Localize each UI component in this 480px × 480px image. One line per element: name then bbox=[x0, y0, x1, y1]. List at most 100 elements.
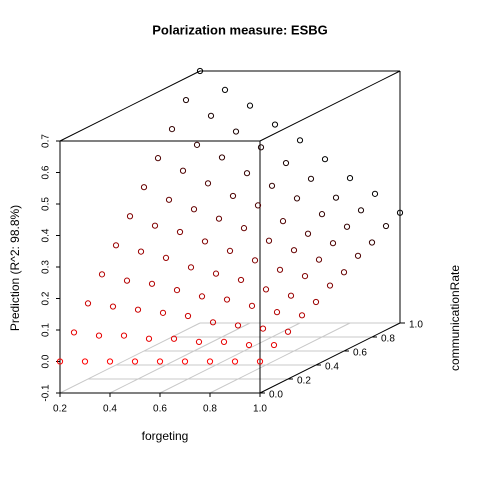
point bbox=[304, 230, 312, 237]
point bbox=[251, 257, 259, 264]
point bbox=[329, 240, 337, 247]
point bbox=[326, 282, 334, 289]
point bbox=[396, 209, 404, 216]
x-tick-label: 0.2 bbox=[53, 404, 67, 415]
point bbox=[226, 247, 234, 254]
point bbox=[182, 96, 190, 104]
point bbox=[148, 280, 156, 287]
point bbox=[212, 270, 220, 277]
point bbox=[271, 121, 279, 128]
point bbox=[218, 154, 226, 161]
point bbox=[279, 218, 287, 225]
point bbox=[179, 167, 187, 174]
point bbox=[151, 222, 159, 229]
y-tick-label: 0.4 bbox=[325, 362, 339, 373]
z-tick-label: 0.4 bbox=[41, 228, 52, 242]
point bbox=[293, 195, 301, 202]
z-tick-label: 0.6 bbox=[41, 165, 52, 179]
grid-line bbox=[109, 322, 251, 394]
point bbox=[270, 341, 278, 349]
grid-line bbox=[209, 322, 351, 394]
point bbox=[273, 309, 281, 316]
point bbox=[165, 196, 173, 203]
point bbox=[298, 312, 306, 319]
point bbox=[131, 358, 139, 365]
point bbox=[354, 252, 362, 259]
grid-line bbox=[59, 322, 201, 394]
point bbox=[346, 175, 354, 182]
point bbox=[112, 242, 120, 249]
point bbox=[371, 190, 379, 197]
point bbox=[232, 128, 240, 135]
point bbox=[268, 182, 276, 189]
point bbox=[312, 298, 320, 306]
point bbox=[340, 269, 348, 276]
point bbox=[229, 192, 237, 200]
box-edge bbox=[259, 70, 401, 142]
point bbox=[98, 271, 106, 278]
z-tick-label: -0.1 bbox=[41, 384, 52, 402]
point bbox=[95, 332, 103, 339]
point bbox=[231, 358, 239, 365]
point bbox=[220, 338, 228, 345]
point bbox=[81, 358, 89, 365]
point bbox=[134, 306, 142, 313]
point bbox=[145, 335, 153, 342]
point bbox=[106, 358, 114, 365]
grid-line bbox=[159, 322, 301, 394]
point bbox=[156, 358, 164, 365]
point bbox=[190, 206, 198, 213]
z-tick-label: 0.7 bbox=[41, 134, 52, 148]
point bbox=[234, 322, 242, 329]
point bbox=[154, 155, 162, 162]
point bbox=[290, 247, 298, 254]
point bbox=[184, 312, 192, 320]
point bbox=[193, 141, 201, 148]
y-tick-label: 0.8 bbox=[381, 334, 395, 345]
point bbox=[245, 341, 253, 349]
point bbox=[206, 358, 214, 365]
point bbox=[187, 264, 195, 271]
point bbox=[237, 276, 245, 284]
point bbox=[198, 293, 206, 300]
box-edge bbox=[59, 70, 201, 142]
x-axis-label: forgeting bbox=[142, 429, 189, 443]
z-tick-label: 0.3 bbox=[41, 260, 52, 274]
point bbox=[109, 303, 117, 310]
point bbox=[257, 144, 265, 151]
point bbox=[181, 358, 189, 365]
point bbox=[307, 175, 315, 182]
point bbox=[123, 277, 131, 284]
point bbox=[248, 302, 256, 309]
point bbox=[176, 228, 184, 236]
point bbox=[256, 358, 264, 365]
point bbox=[170, 335, 178, 342]
point bbox=[321, 156, 329, 163]
z-axis-label: Prediction (R^2: 98.8%) bbox=[8, 205, 22, 331]
y-axis-label: communicationRate bbox=[448, 265, 462, 371]
point bbox=[315, 256, 323, 263]
x-tick-label: 0.4 bbox=[103, 404, 117, 415]
point bbox=[276, 266, 284, 273]
z-tick-label: 0.2 bbox=[41, 291, 52, 305]
z-tick-label: 0.0 bbox=[41, 354, 52, 368]
point bbox=[343, 223, 351, 230]
point bbox=[357, 207, 365, 214]
point bbox=[140, 184, 148, 191]
point bbox=[382, 222, 390, 230]
point bbox=[159, 309, 167, 316]
z-tick-label: 0.1 bbox=[41, 323, 52, 337]
point bbox=[301, 273, 309, 280]
point bbox=[84, 300, 92, 307]
point bbox=[368, 239, 376, 246]
y-tick-label: 0.6 bbox=[353, 348, 367, 359]
point bbox=[284, 328, 292, 335]
x-tick-label: 0.6 bbox=[153, 404, 167, 415]
y-tick-label: 1.0 bbox=[409, 320, 423, 331]
point bbox=[195, 338, 203, 345]
point bbox=[204, 180, 212, 187]
point bbox=[282, 159, 290, 167]
y-tick-label: 0.2 bbox=[297, 376, 311, 387]
